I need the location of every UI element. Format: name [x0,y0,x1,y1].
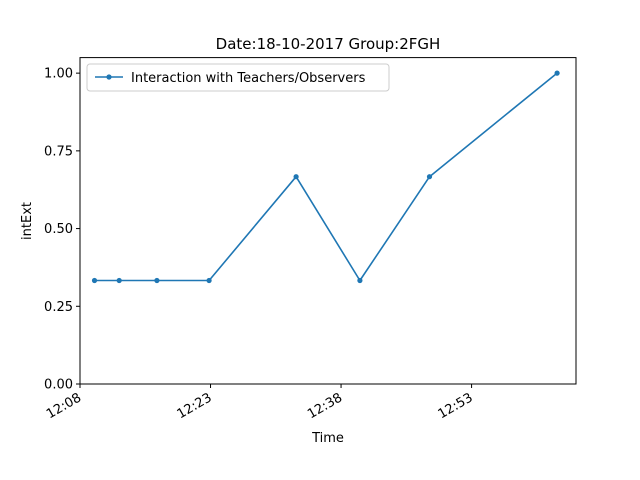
y-tick-label: 0.25 [44,300,73,315]
data-point [91,277,98,284]
y-tick-label: 0.75 [44,144,73,159]
data-point [554,70,560,76]
data-point [154,277,160,284]
x-axis-label: Time [311,431,344,446]
x-tick-label: 12:23 [175,390,215,422]
data-point [116,277,122,284]
x-tick-label: 12:08 [44,390,84,422]
chart-title: Date:18-10-2017 Group:2FGH [216,35,441,53]
y-axis-label: intExt [20,202,35,240]
legend-label: Interaction with Teachers/Observers [131,71,366,86]
data-point [357,277,363,284]
data-point [206,277,212,284]
data-point [293,174,299,180]
legend-marker [106,74,112,80]
y-tick-label: 0.50 [44,222,73,237]
legend: Interaction with Teachers/Observers [86,63,390,92]
series-line [94,72,558,282]
y-tick-label: 1.00 [44,67,73,82]
x-tick-label: 12:53 [436,390,476,422]
x-tick-label: 12:38 [305,390,345,422]
legend-box [86,63,390,92]
series-layer [91,70,560,284]
axes-ticks: 0.00 0.25 0.50 0.75 1.00 12:08 12:23 12:38 12:53 [44,67,476,423]
plot-frame [79,57,577,385]
data-point [426,174,433,180]
y-tick-label: 0.00 [44,378,73,393]
